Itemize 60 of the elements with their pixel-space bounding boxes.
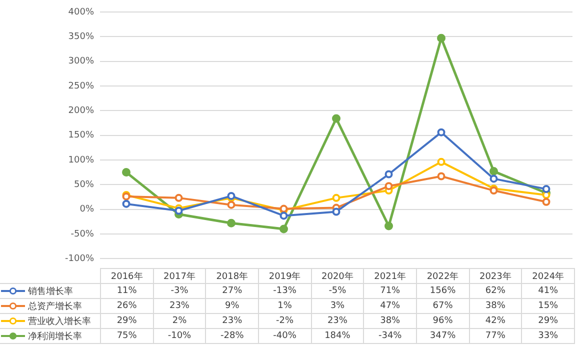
data-label: 23% — [153, 298, 206, 314]
y-tick-label: 100% — [68, 155, 94, 166]
data-label: 347% — [416, 328, 470, 344]
data-label: 9% — [206, 298, 258, 314]
data-label: 29% — [100, 314, 154, 328]
x-tick-label: 2023年 — [469, 268, 522, 284]
data-label: 184% — [311, 328, 364, 344]
x-tick-label: 2024年 — [522, 268, 574, 284]
data-label: 96% — [416, 314, 470, 328]
data-label: -2% — [258, 314, 312, 328]
data-label: -10% — [153, 328, 206, 344]
data-label: -3% — [153, 284, 206, 298]
data-label: 33% — [522, 328, 574, 344]
data-label: 26% — [100, 298, 154, 314]
data-label: 29% — [522, 314, 574, 328]
y-tick-label: 150% — [68, 130, 94, 141]
data-label: 27% — [206, 284, 258, 298]
x-tick-label: 2021年 — [364, 268, 416, 284]
data-label: 38% — [364, 314, 416, 328]
x-tick-label: 2016年 — [100, 268, 154, 284]
y-tick-label: 0% — [80, 204, 94, 215]
data-label: 23% — [206, 314, 258, 328]
data-label: 38% — [469, 298, 522, 314]
data-label: 42% — [469, 314, 522, 328]
x-tick-label: 2022年 — [416, 268, 470, 284]
data-label: 23% — [311, 314, 364, 328]
data-label: 11% — [100, 284, 154, 298]
data-label: -34% — [364, 328, 416, 344]
data-label: -13% — [258, 284, 312, 298]
x-tick-label: 2018年 — [206, 268, 258, 284]
data-label: -40% — [258, 328, 312, 344]
data-label: 47% — [364, 298, 416, 314]
legend-label: 净利润增长率 — [0, 328, 100, 344]
y-tick-label: 200% — [68, 106, 94, 116]
y-tick-label: 350% — [68, 32, 94, 42]
data-label: -5% — [311, 284, 364, 298]
data-label: 67% — [416, 298, 470, 314]
data-label: 15% — [522, 298, 574, 314]
data-label: 2% — [153, 314, 206, 328]
data-label: 3% — [311, 298, 364, 314]
legend-label: 营业收入增长率 — [0, 314, 100, 328]
data-label: 75% — [100, 328, 154, 344]
data-label: -28% — [206, 328, 258, 344]
y-tick-label: 400% — [68, 7, 94, 18]
x-tick-label: 2017年 — [153, 268, 206, 284]
y-tick-label: 300% — [68, 56, 94, 67]
data-label: 62% — [469, 284, 522, 298]
data-label: 1% — [258, 298, 312, 314]
legend-label: 销售增长率 — [0, 284, 100, 298]
legend-label: 总资产增长率 — [0, 298, 100, 314]
y-tick-label: 250% — [68, 81, 94, 92]
data-label: 156% — [416, 284, 470, 298]
data-label: 77% — [469, 328, 522, 344]
y-tick-label: -50% — [70, 229, 94, 240]
y-tick-label: 50% — [74, 180, 94, 190]
y-tick-label: -100% — [65, 254, 94, 264]
x-tick-label: 2020年 — [311, 268, 364, 284]
data-label: 41% — [522, 284, 574, 298]
data-label: 71% — [364, 284, 416, 298]
x-tick-label: 2019年 — [258, 268, 312, 284]
